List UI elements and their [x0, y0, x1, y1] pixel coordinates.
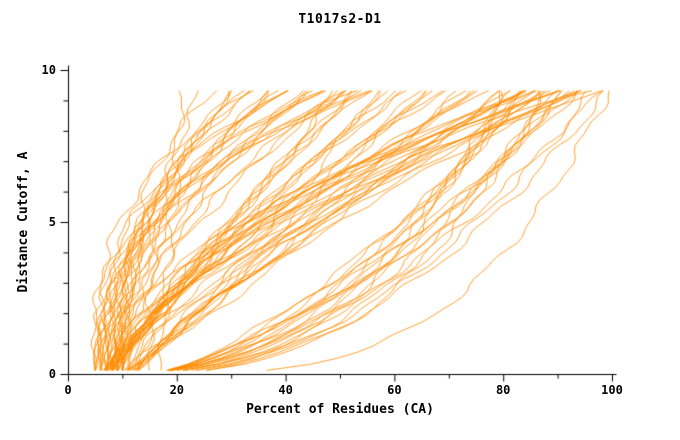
x-tick-label: 80 — [495, 383, 511, 397]
x-tick-label: 100 — [601, 383, 623, 397]
x-tick-label: 60 — [387, 383, 402, 397]
chart-title: T1017s2-D1 — [298, 12, 382, 27]
y-tick-label: 0 — [48, 367, 56, 381]
x-tick-label: 40 — [278, 383, 293, 397]
x-axis-label: Percent of Residues (CA) — [246, 402, 434, 417]
y-tick-label: 10 — [41, 63, 56, 77]
x-tick-label: 0 — [64, 383, 72, 397]
y-tick-label: 5 — [48, 215, 56, 229]
x-tick-label: 20 — [169, 383, 185, 397]
